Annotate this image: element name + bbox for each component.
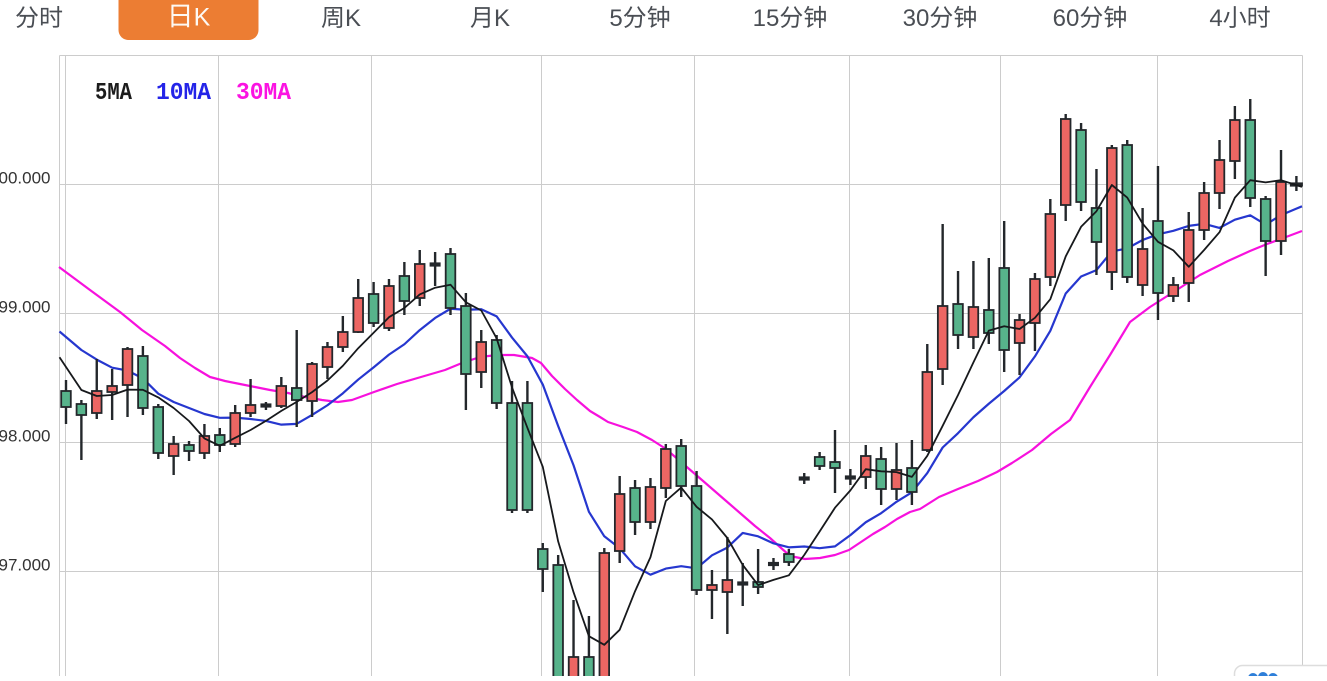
svg-text:99.000: 99.000 xyxy=(0,298,51,317)
svg-text:K: K xyxy=(194,4,211,32)
svg-text:98.000: 98.000 xyxy=(0,427,51,446)
svg-text:4: 4 xyxy=(1209,5,1222,32)
svg-text:3: 3 xyxy=(903,5,916,32)
svg-text:100.000: 100.000 xyxy=(0,169,51,188)
svg-text:1: 1 xyxy=(753,5,766,32)
svg-text:K: K xyxy=(494,5,510,32)
svg-text:5: 5 xyxy=(766,5,779,32)
svg-text:5MA: 5MA xyxy=(95,80,133,107)
svg-text:30MA: 30MA xyxy=(236,80,292,107)
svg-text:5: 5 xyxy=(609,5,622,32)
svg-text:0: 0 xyxy=(1066,5,1079,32)
svg-text:0: 0 xyxy=(916,5,929,32)
svg-text:97.000: 97.000 xyxy=(0,556,51,575)
svg-text:6: 6 xyxy=(1053,5,1066,32)
svg-text:10MA: 10MA xyxy=(156,80,212,107)
svg-text:K: K xyxy=(345,5,361,32)
